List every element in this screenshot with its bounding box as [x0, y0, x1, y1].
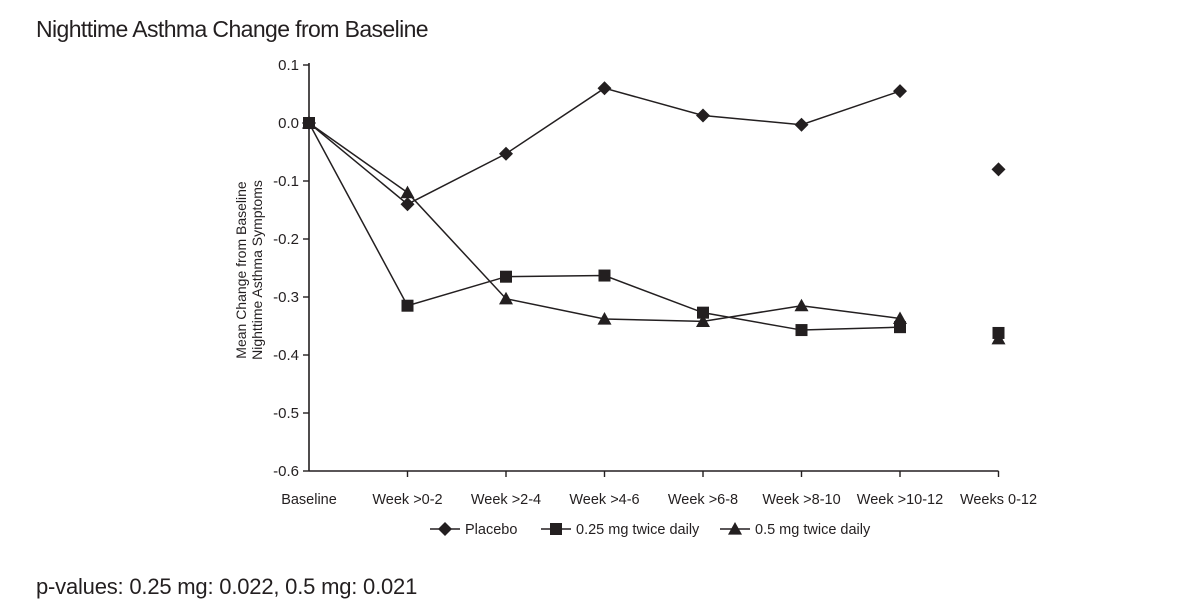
legend-item: Placebo — [430, 522, 517, 538]
data-point-triangle — [499, 291, 513, 305]
data-point-triangle — [302, 116, 316, 129]
data-point-square — [500, 270, 512, 283]
y-tick-label: 0.0 — [278, 115, 299, 132]
legend: Placebo 0.25 mg twice daily 0.5 mg twice d… — [430, 522, 871, 538]
data-point-diamond — [696, 108, 710, 123]
axes: 0.1 0.0 -0.1 -0.2 -0.3 -0.4 -0.5 -0.6 Baseline W… — [273, 57, 1037, 508]
x-tick-label: Week >4-6 — [569, 492, 639, 508]
y-tick-label: -0.6 — [273, 463, 299, 480]
data-point-square — [795, 324, 808, 337]
legend-item: 0.25 mg twice daily — [541, 522, 700, 538]
x-tick-label: Week >2-4 — [471, 492, 541, 508]
data-point-square — [598, 269, 611, 282]
y-axis-label-line-1: Mean Change from Baseline — [233, 181, 249, 359]
data-point-diamond — [893, 84, 907, 99]
y-tick-label: -0.5 — [273, 405, 299, 422]
x-tick-label: Week >10-12 — [857, 492, 943, 508]
data-point-diamond — [794, 117, 809, 132]
p-values-note: p-values: 0.25 mg: 0.022, 0.5 mg: 0.021 — [36, 574, 418, 599]
x-tick-label: Weeks 0-12 — [960, 492, 1037, 508]
x-tick-label: Week >0-2 — [372, 492, 442, 508]
y-tick-label: -0.1 — [273, 173, 299, 190]
data-point-triangle — [794, 298, 809, 312]
data-point-triangle — [991, 331, 1006, 345]
data-point-diamond — [400, 197, 415, 212]
legend-label: 0.5 mg twice daily — [755, 522, 871, 538]
series-layer — [302, 81, 1006, 345]
y-tick-label: -0.2 — [273, 231, 299, 248]
x-tick-label: Week >8-10 — [762, 492, 840, 508]
data-point-square — [894, 321, 906, 334]
data-point-square — [401, 299, 414, 312]
y-tick-label: -0.3 — [273, 289, 299, 306]
series-line-triangle — [308, 122, 901, 323]
chart-title: Nighttime Asthma Change from Baseline — [36, 16, 429, 42]
y-axis-label-line-2: Nighttime Asthma Symptoms — [249, 180, 265, 360]
legend-label: 0.25 mg twice daily — [576, 522, 700, 538]
legend-label: Placebo — [465, 522, 517, 538]
data-point-diamond — [499, 146, 513, 161]
data-point-triangle — [597, 312, 612, 325]
legend-marker-square — [550, 523, 562, 535]
x-tick-label: Baseline — [281, 492, 337, 508]
data-point-diamond — [597, 81, 612, 96]
x-tick-label: Week >6-8 — [668, 492, 738, 508]
y-tick-label: -0.4 — [273, 347, 299, 364]
data-point-diamond — [991, 162, 1006, 177]
series-diamond — [302, 81, 1006, 212]
data-point-triangle — [893, 311, 907, 325]
data-point-square — [697, 306, 709, 319]
legend-marker-diamond — [438, 522, 452, 536]
legend-marker-triangle — [728, 522, 742, 535]
y-axis-label: Mean Change from Baseline Nighttime Asth… — [233, 180, 265, 360]
series-line-diamond — [308, 87, 901, 206]
legend-item: 0.5 mg twice daily — [720, 522, 871, 538]
series-line-square — [308, 122, 901, 331]
y-ticks: 0.1 0.0 -0.1 -0.2 -0.3 -0.4 -0.5 -0.6 — [273, 57, 309, 480]
data-point-triangle — [696, 314, 710, 327]
series-triangle — [302, 116, 1006, 345]
series-square — [303, 117, 1005, 339]
data-point-triangle — [400, 185, 415, 199]
y-tick-label: 0.1 — [278, 57, 299, 74]
x-ticks: Baseline Week >0-2 Week >2-4 Week >4-6 Week … — [281, 471, 1037, 508]
